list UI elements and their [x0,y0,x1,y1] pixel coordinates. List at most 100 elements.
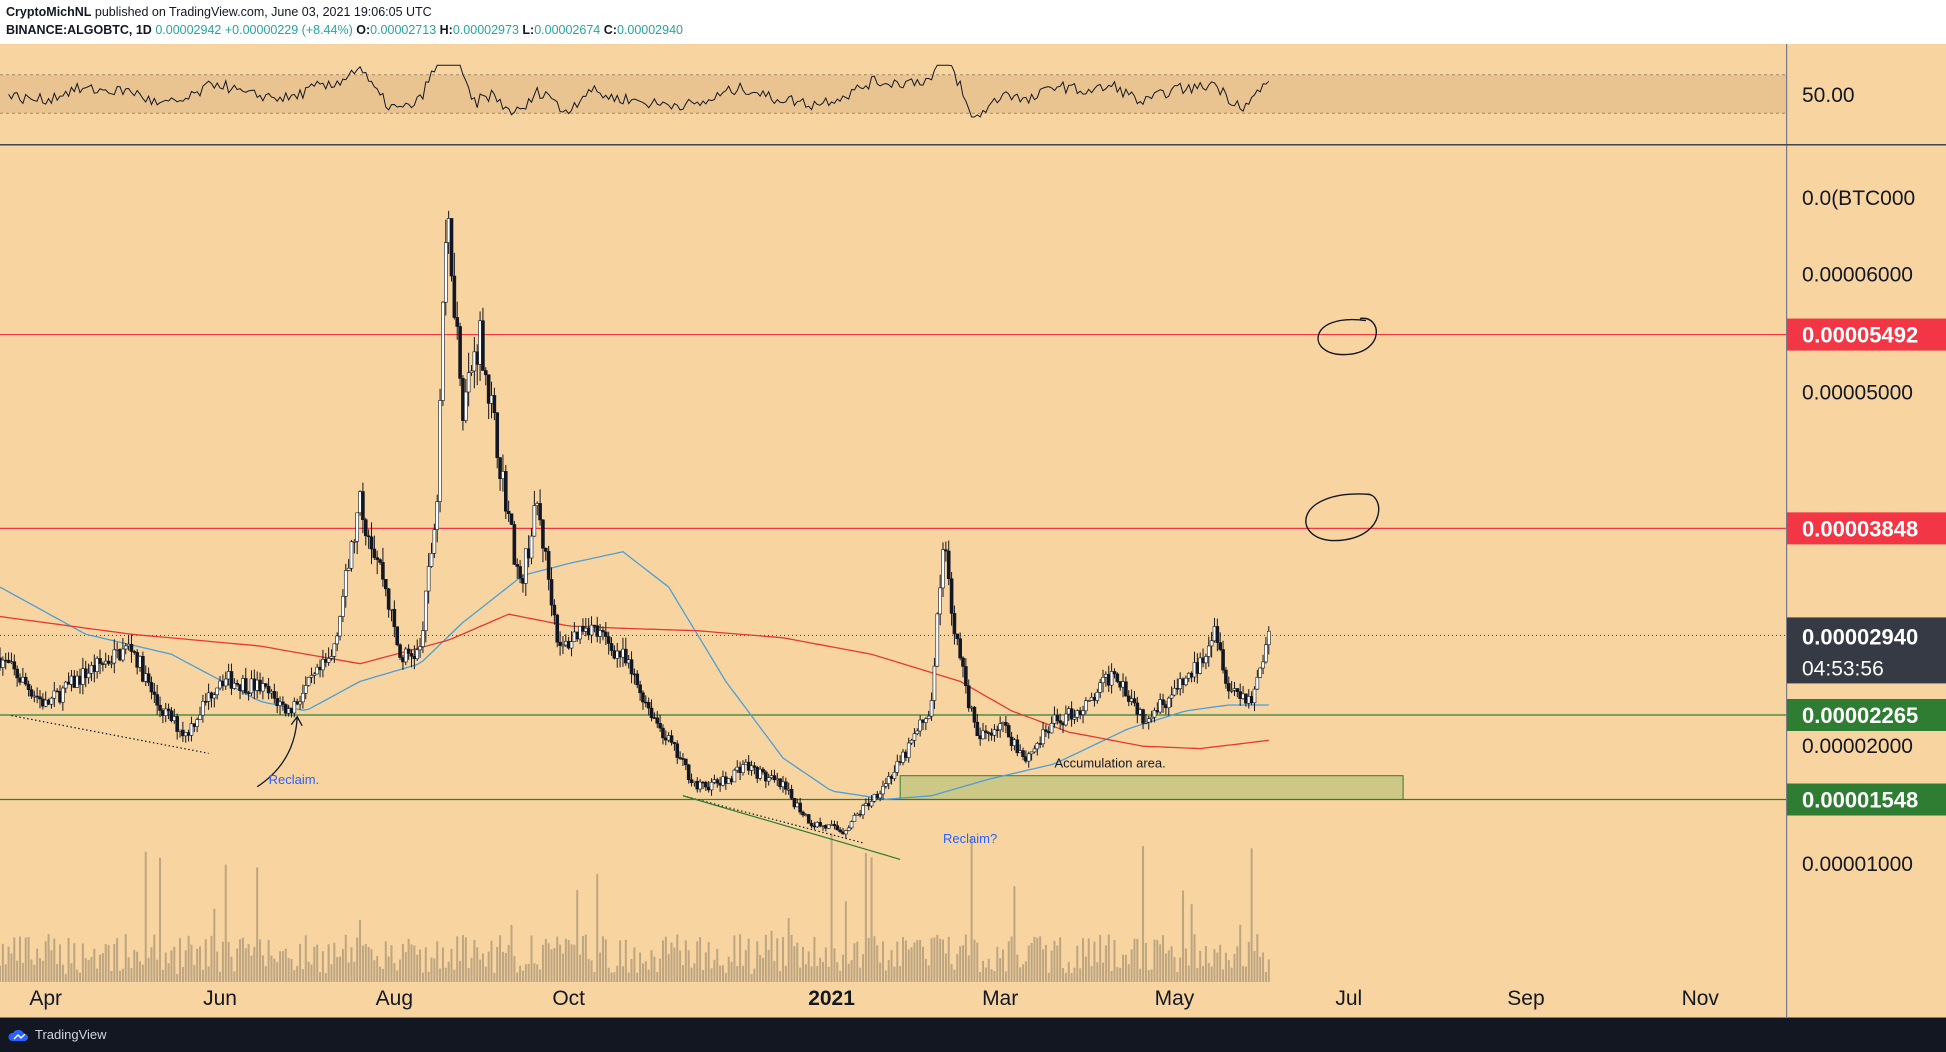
candle-body [81,668,85,685]
candle-body [1246,696,1251,704]
candle-body [949,578,954,614]
rsi-pane[interactable]: 50.00 [0,64,1855,118]
volume-bar [507,944,510,982]
volume-bar [67,937,70,982]
hand-drawings [256,317,1380,788]
candle-body [23,676,28,685]
candle-body [1032,748,1037,753]
candle-body [964,666,968,687]
time-tick-label: Oct [552,987,585,1010]
candle-body [812,825,817,828]
candle-body [584,627,588,632]
candle-body [758,768,762,779]
volume-bar [813,936,816,982]
volume-bar [1239,924,1242,982]
volume-bar [756,941,759,982]
high-label: H: [439,23,453,37]
price-chart[interactable]: 50.00 Reclaim. Reclaim? Accumulation area.… [0,44,1946,1018]
volume-bar [653,956,656,982]
volume-bar [93,948,96,982]
price-axis[interactable]: 0.00001000 0.00002000 0.00005000 0.00006000… [1787,187,1946,876]
volume-bar [730,961,733,982]
publisher-name[interactable]: CryptoMichNL [6,5,92,19]
time-axis[interactable]: Apr Jun Aug Oct 2021 Mar May Jul Sep Nov [29,987,1719,1010]
tradingview-logo[interactable]: TradingView [8,1027,107,1042]
candle-body [795,802,800,808]
candle-body [412,655,417,660]
candle-body [358,491,362,514]
volume-bar [527,963,530,982]
volume-bar [316,944,319,982]
volume-bar [641,963,644,982]
candle-body [1129,698,1134,702]
accumulation-zone [899,775,1404,801]
candle-body [1069,708,1074,720]
volume-bar [699,937,702,982]
volume-bar [1110,970,1113,982]
volume-bar [624,939,627,982]
volume-bar [673,947,676,982]
candle-body [303,685,308,694]
candle-body [172,716,177,722]
volume-bar [1107,934,1110,982]
candle-body [195,719,199,727]
candle-body [369,536,374,550]
candle-body [886,776,891,784]
candle-body [564,640,568,646]
candle-body [283,704,288,714]
volume-bar [1187,965,1190,982]
volume-bar [339,956,342,982]
volume-bar [496,946,499,982]
volume-bar [844,901,847,982]
volume-bar [470,957,473,982]
volume-bar [156,959,159,982]
volume-bar [1096,962,1099,982]
chart-header: CryptoMichNL published on TradingView.co… [0,0,1946,44]
candle-body [89,665,94,674]
volume-bar [1036,937,1039,982]
candle-body [286,708,291,714]
candle-body [852,815,857,822]
volume-bar [956,954,959,982]
volume-bar [670,942,673,982]
volume-bar [933,937,936,982]
candle-body [866,803,871,807]
price-tick-label: 0.00005000 [1802,382,1913,405]
candle-body [95,658,99,672]
candle-body [401,657,405,663]
candle-body [255,679,259,691]
volume-bar [741,965,744,982]
candle-body [152,691,157,695]
candle-body [15,668,19,679]
volume-bar [476,947,479,982]
level-badge-support [1787,698,1946,731]
candle-body [586,627,591,636]
candle-body [772,775,777,781]
candle-body [69,675,74,685]
volume-bar [861,954,864,982]
symbol-label[interactable]: BINANCE:ALGOBTC, 1D [6,23,152,37]
candle-body [1189,672,1194,678]
candle-body [1132,698,1137,704]
candle-body [29,689,34,697]
candle-body [769,775,774,778]
candle-body [755,767,760,779]
scale-separator [1786,44,1788,1018]
candle-body [363,519,368,537]
volume-bar [1179,957,1182,982]
high-value: 0.00002973 [452,23,519,37]
volume-bar [993,970,996,982]
candle-body [366,535,371,538]
candle-body [892,771,897,779]
volume-bar [710,968,713,982]
volume-bar [36,948,39,982]
candle-body [423,590,428,632]
horizontal-levels[interactable] [0,333,1786,801]
candle-body [78,675,82,685]
candle-body [978,735,982,740]
candle-body [712,779,717,783]
volume-bar [141,964,144,982]
volume-bar [1090,966,1093,982]
volume-bar [1193,934,1196,982]
hand-arrow [256,716,298,788]
